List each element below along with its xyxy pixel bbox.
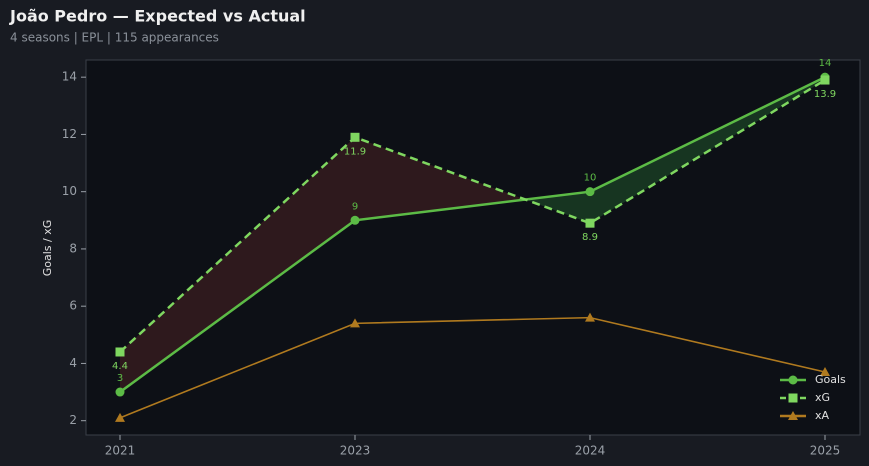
point <box>350 132 360 142</box>
series-line <box>119 78 826 353</box>
data-label: 13.9 <box>814 89 836 100</box>
y-tick-label: 12 <box>62 127 77 141</box>
point <box>585 312 595 322</box>
data-label: 11.9 <box>344 146 366 157</box>
difference-area <box>525 191 590 224</box>
data-label: 8.9 <box>582 232 598 243</box>
legend-marker <box>788 375 798 385</box>
legend-marker <box>788 411 798 420</box>
y-tick-label: 6 <box>69 299 77 313</box>
data-label: 4.4 <box>112 361 128 372</box>
series-line <box>119 76 826 394</box>
x-tick-label: 2021 <box>105 444 136 458</box>
y-tick-label: 2 <box>69 413 77 427</box>
y-tick-label: 14 <box>62 70 77 84</box>
difference-area <box>120 137 355 393</box>
x-tick-label: 2023 <box>340 444 371 458</box>
point <box>115 412 125 422</box>
point <box>585 187 595 197</box>
chart-title: João Pedro — Expected vs Actual <box>9 7 306 26</box>
data-label: 9 <box>352 201 358 212</box>
x-tick-label: 2025 <box>810 444 841 458</box>
y-axis-label: Goals / xG <box>41 220 54 277</box>
data-label: 3 <box>117 373 123 384</box>
point <box>820 75 830 85</box>
point <box>585 218 595 228</box>
y-tick-label: 10 <box>62 184 77 198</box>
data-label: 14 <box>819 58 832 69</box>
point <box>115 347 125 357</box>
y-tick-label: 4 <box>69 356 77 370</box>
chart-subtitle: 4 seasons | EPL | 115 appearances <box>10 31 219 45</box>
x-tick-label: 2024 <box>575 444 606 458</box>
y-tick-label: 8 <box>69 241 77 255</box>
point <box>820 367 830 377</box>
legend-label: Goals <box>815 373 846 386</box>
point <box>350 215 360 225</box>
series-line <box>119 316 826 419</box>
legend-label: xG <box>815 391 830 404</box>
legend-label: xA <box>815 409 830 422</box>
legend-marker <box>788 393 798 403</box>
point <box>350 318 360 328</box>
point <box>115 387 125 397</box>
data-label: 10 <box>584 173 597 184</box>
difference-area <box>355 137 526 221</box>
